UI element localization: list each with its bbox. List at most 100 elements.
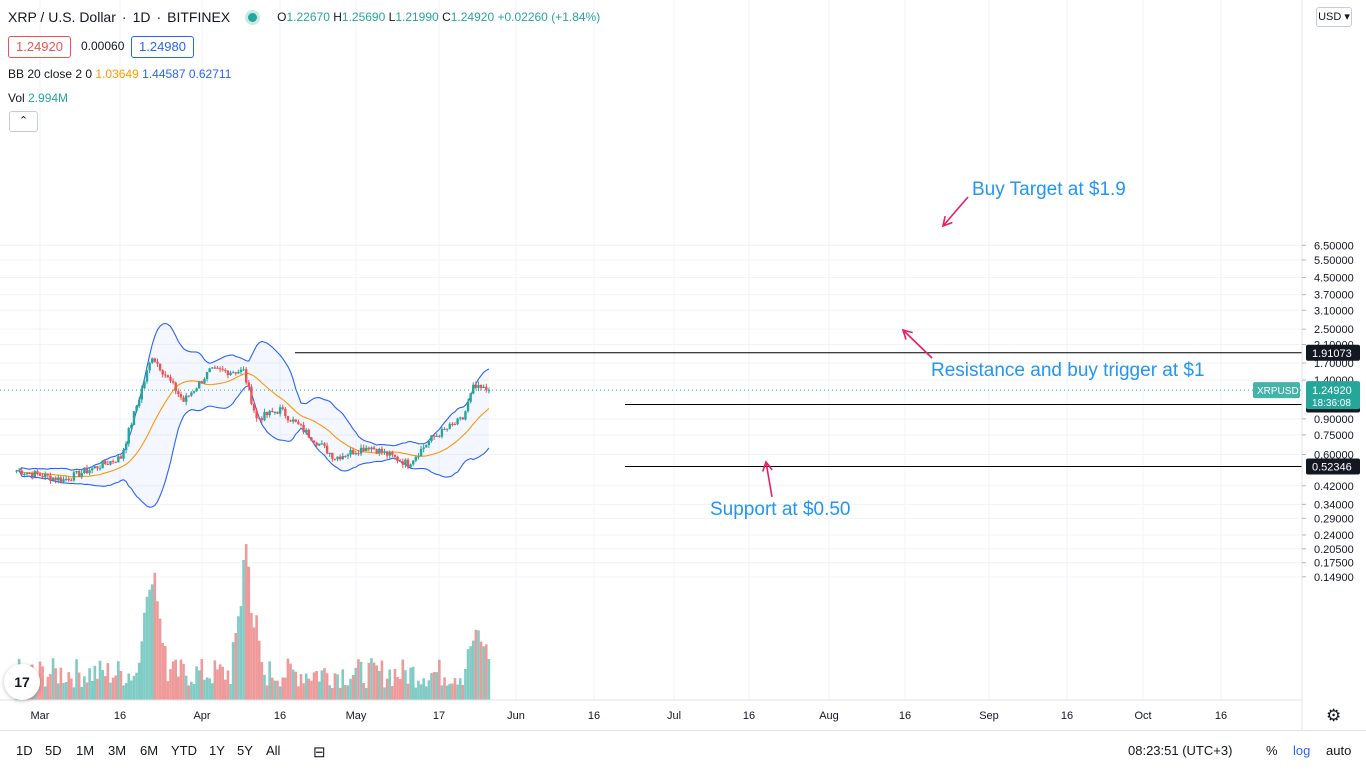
volume-bar xyxy=(200,659,204,700)
volume-bar xyxy=(77,672,81,700)
date-range-icon[interactable]: ⊟ xyxy=(313,744,326,761)
last-price-label: 1.24920 xyxy=(1312,385,1352,397)
candle-body xyxy=(145,370,149,382)
candle-body xyxy=(62,479,65,482)
log-scale-button[interactable]: log xyxy=(1293,743,1311,758)
candle-body xyxy=(213,367,217,369)
volume-bar xyxy=(482,646,485,700)
volume-bar xyxy=(229,684,232,700)
volume-bar xyxy=(430,673,433,700)
symbol-title[interactable]: XRP / U.S. Dollar xyxy=(8,9,116,25)
level-axis-label: 0.52346 xyxy=(1312,461,1352,473)
resistance-label: Resistance and buy trigger at $1 xyxy=(931,360,1205,381)
volume-bar xyxy=(114,675,117,700)
volume-bar xyxy=(226,670,230,700)
candle-body xyxy=(101,460,104,469)
candle-body xyxy=(422,447,425,449)
clock-display[interactable]: 08:23:51 (UTC+3) xyxy=(1128,743,1233,758)
volume-bar xyxy=(195,666,198,700)
timeframe-button-all[interactable]: All xyxy=(266,743,281,758)
candle-body xyxy=(289,420,292,422)
volume-bar xyxy=(62,682,65,700)
level-axis-label: 1.91073 xyxy=(1312,348,1352,360)
candle-body xyxy=(398,460,402,462)
market-status-icon xyxy=(248,12,258,22)
settings-gear-icon[interactable]: ⚙ xyxy=(1326,706,1342,725)
volume-bar xyxy=(370,658,373,700)
volume-bar xyxy=(237,616,240,700)
candle-body xyxy=(166,375,170,378)
timeframe-button-5d[interactable]: 5D xyxy=(45,743,62,758)
candle-body xyxy=(344,455,347,457)
volume-bar xyxy=(177,676,180,700)
volume-bar xyxy=(451,683,454,700)
candle-body xyxy=(453,424,457,426)
candle-body xyxy=(250,386,253,404)
volume-bar xyxy=(419,684,423,700)
volume-bar xyxy=(284,677,287,700)
candle-body xyxy=(336,456,339,460)
candle-body xyxy=(393,454,397,457)
interval-label[interactable]: 1D xyxy=(132,9,151,25)
bb-indicator-legend[interactable]: BB 20 close 2 0 1.03649 1.44587 0.62711 xyxy=(8,67,232,81)
candle-body xyxy=(151,358,154,363)
volume-bar xyxy=(265,685,269,700)
candle-body xyxy=(57,477,60,481)
timeframe-button-1y[interactable]: 1Y xyxy=(209,743,225,758)
percent-scale-button[interactable]: % xyxy=(1266,743,1278,758)
time-tick-label: May xyxy=(346,710,367,722)
tradingview-logo[interactable]: 17 xyxy=(4,664,40,700)
candle-body xyxy=(352,449,355,455)
price-tick-label: 0.29000 xyxy=(1314,513,1354,525)
candle-body xyxy=(80,473,83,477)
volume-bar xyxy=(278,686,282,700)
candle-body xyxy=(114,461,117,463)
timeframe-button-1m[interactable]: 1M xyxy=(76,743,95,758)
volume-bar xyxy=(166,681,170,700)
bar-countdown: 18:36:08 xyxy=(1312,398,1351,409)
candle-body xyxy=(469,393,472,402)
candle-body xyxy=(117,456,120,463)
time-tick-label: 16 xyxy=(899,710,911,722)
volume-bar xyxy=(323,668,326,700)
candle-body xyxy=(466,401,470,412)
volume-bar xyxy=(427,680,431,700)
timeframe-button-6m[interactable]: 6M xyxy=(140,743,159,758)
volume-bar xyxy=(417,680,420,700)
candle-body xyxy=(70,480,73,482)
candle-body xyxy=(171,381,175,383)
collapse-legend-button[interactable]: ⌃ xyxy=(9,111,38,132)
volume-bar xyxy=(85,682,89,700)
buy-target-arrow xyxy=(942,196,969,227)
sell-price-box[interactable]: 1.24920 xyxy=(8,36,71,58)
volume-bar xyxy=(117,661,120,700)
chart-header: XRP / U.S. Dollar · 1D · BITFINEX O1.226… xyxy=(8,9,601,25)
volume-bar xyxy=(124,683,128,700)
buy-price-box[interactable]: 1.24980 xyxy=(131,36,194,58)
auto-scale-button[interactable]: auto xyxy=(1326,743,1352,758)
candle-body xyxy=(239,369,243,372)
candle-body xyxy=(77,471,81,477)
candle-body xyxy=(135,406,138,412)
candle-body xyxy=(132,411,136,425)
time-tick-label: Sep xyxy=(979,710,999,722)
candle-body xyxy=(211,367,214,369)
timeframe-button-1d[interactable]: 1D xyxy=(16,743,33,758)
currency-selector[interactable]: USD ▾ xyxy=(1316,7,1352,27)
candle-body xyxy=(307,429,311,438)
timeframe-button-ytd[interactable]: YTD xyxy=(171,743,197,758)
timeframe-button-5y[interactable]: 5Y xyxy=(237,743,253,758)
volume-bar xyxy=(466,649,470,700)
candle-body xyxy=(23,474,26,476)
volume-legend[interactable]: Vol 2.994M xyxy=(8,91,69,105)
candle-body xyxy=(268,410,271,416)
volume-bar xyxy=(111,677,115,700)
volume-bar xyxy=(406,683,410,700)
price-tick-label: 0.75000 xyxy=(1314,430,1354,442)
timeframe-button-3m[interactable]: 3M xyxy=(108,743,127,758)
candle-body xyxy=(258,418,261,420)
candle-body xyxy=(461,417,465,420)
volume-bar xyxy=(161,643,164,700)
volume-bar xyxy=(438,659,441,700)
